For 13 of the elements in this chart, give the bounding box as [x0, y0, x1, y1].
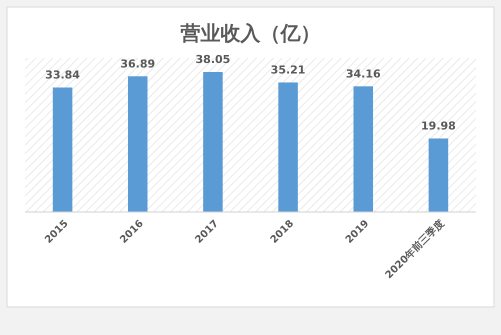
bar [353, 86, 374, 212]
data-label: 34.16 [346, 67, 381, 80]
bar [278, 82, 298, 212]
bar [203, 72, 223, 212]
data-label: 33.84 [45, 68, 80, 82]
chart-title: 营业收入（亿） [180, 21, 320, 45]
data-label: 38.05 [196, 53, 230, 66]
data-label: 36.89 [120, 57, 156, 70]
bar [52, 87, 72, 212]
data-label: 19.98 [421, 119, 456, 132]
data-label: 35.21 [270, 63, 306, 76]
bar [128, 76, 148, 212]
bar [428, 138, 448, 212]
